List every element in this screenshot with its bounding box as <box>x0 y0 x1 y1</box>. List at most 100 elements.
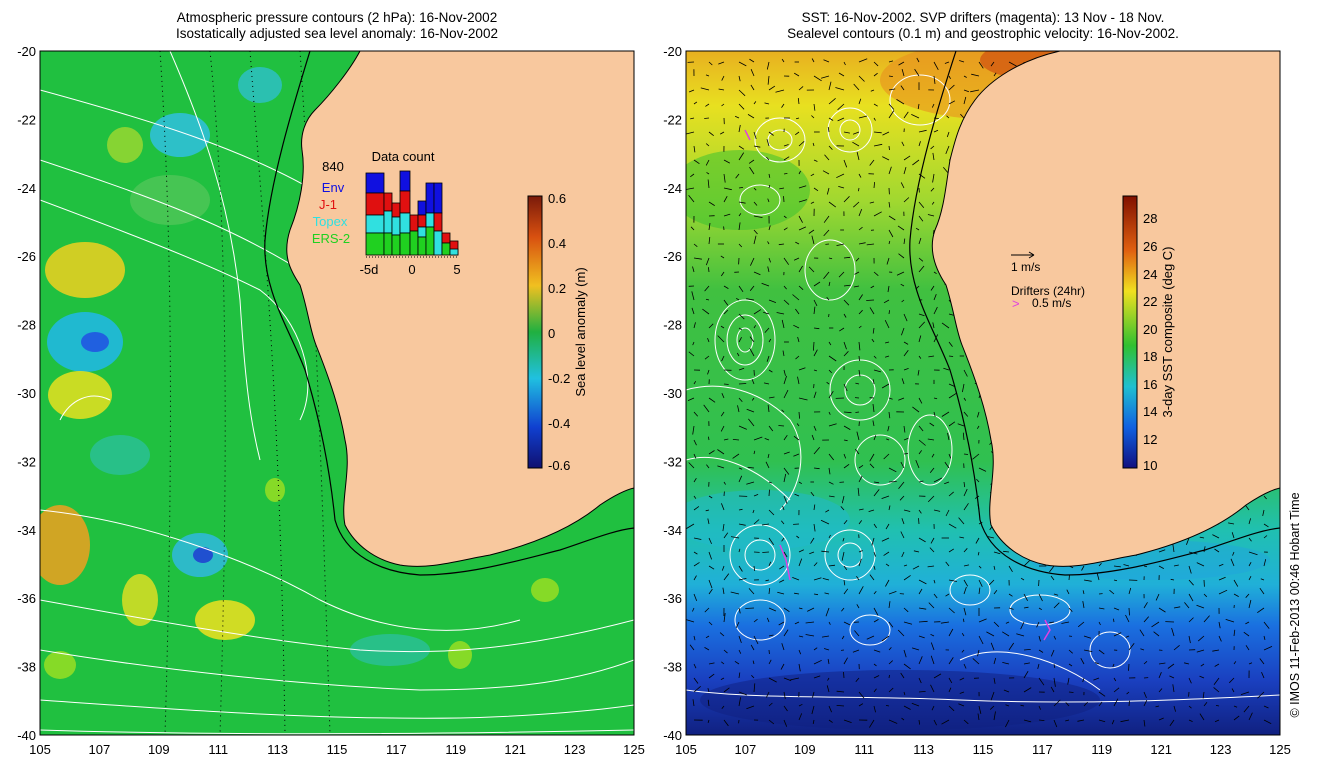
sst-tick-9: 10 <box>1143 458 1157 473</box>
count-tick-minus5: -5d <box>360 262 379 277</box>
velocity-vector <box>1003 689 1010 693</box>
velocity-vector <box>768 509 775 516</box>
velocity-vector <box>813 327 820 330</box>
velocity-vector <box>1143 719 1146 727</box>
velocity-vector <box>705 159 710 166</box>
right-lat-tick: -30 <box>663 386 682 401</box>
velocity-vector <box>854 448 860 455</box>
velocity-vector <box>866 299 875 301</box>
velocity-vector <box>881 495 890 499</box>
velocity-vector <box>927 565 935 568</box>
velocity-vector <box>1083 579 1092 582</box>
velocity-vector <box>959 677 965 681</box>
velocity-vector <box>903 197 910 203</box>
velocity-vector <box>738 475 743 483</box>
velocity-vector <box>978 705 982 714</box>
velocity-vector <box>808 229 815 234</box>
velocity-vector <box>723 613 726 623</box>
velocity-vector <box>1230 558 1235 567</box>
velocity-vector <box>1050 575 1055 581</box>
right-lat-tick: -32 <box>663 454 682 469</box>
velocity-vector <box>933 673 942 679</box>
velocity-vector <box>918 607 927 610</box>
velocity-vector <box>700 87 710 91</box>
velocity-vector <box>888 60 894 63</box>
velocity-vector <box>990 691 995 701</box>
velocity-vector <box>1263 621 1270 629</box>
velocity-vector <box>1229 677 1235 684</box>
velocity-vector <box>798 549 804 553</box>
velocity-vector <box>692 699 695 707</box>
velocity-vector <box>933 397 938 400</box>
sla-anomaly-blobs <box>40 67 559 679</box>
velocity-vector <box>1248 712 1253 721</box>
velocity-vector <box>778 243 785 246</box>
velocity-vector <box>753 229 758 235</box>
velocity-vector <box>1202 691 1205 699</box>
velocity-vector <box>931 103 935 108</box>
velocity-vector <box>843 519 848 525</box>
velocity-vector <box>783 467 790 475</box>
sst-tick-7: 14 <box>1143 404 1157 419</box>
velocity-vector <box>888 674 890 679</box>
velocity-vector <box>828 257 833 260</box>
velocity-vector <box>933 129 939 133</box>
velocity-vector <box>811 235 815 245</box>
velocity-vector <box>882 156 890 161</box>
velocity-vector <box>689 644 695 651</box>
velocity-vector <box>869 453 875 462</box>
velocity-vector <box>1196 562 1205 567</box>
velocity-vector <box>1120 719 1130 723</box>
velocity-vector <box>962 432 965 441</box>
data-count-title: Data count <box>372 149 435 164</box>
velocity-vector <box>753 201 758 206</box>
velocity-vector <box>1128 663 1130 671</box>
velocity-vector <box>1098 701 1103 707</box>
velocity-vector <box>888 481 897 483</box>
velocity-vector <box>768 85 776 91</box>
velocity-vector <box>990 642 995 651</box>
velocity-vector <box>749 336 755 343</box>
velocity-vector <box>708 267 710 273</box>
left-lat-tick: -24 <box>17 181 36 196</box>
right-lon-tick: 105 <box>675 742 697 757</box>
sla-tick-1: 0.4 <box>548 236 566 251</box>
velocity-vector <box>872 379 875 385</box>
velocity-vector <box>693 562 700 567</box>
velocity-vector <box>1214 663 1220 667</box>
legend-env: Env <box>322 180 345 195</box>
velocity-vector <box>944 461 950 469</box>
velocity-vector <box>721 661 725 665</box>
velocity-vector <box>766 138 770 147</box>
velocity-vector <box>870 285 875 289</box>
velocity-vector <box>1068 691 1074 693</box>
velocity-vector <box>798 285 804 290</box>
velocity-vector <box>690 173 695 178</box>
velocity-vector <box>888 75 893 77</box>
velocity-vector <box>838 72 845 77</box>
velocity-vector <box>1243 705 1250 713</box>
velocity-vector <box>1233 579 1239 587</box>
velocity-vector <box>828 621 831 625</box>
velocity-vector <box>903 437 909 441</box>
velocity-vector <box>1113 618 1115 623</box>
velocity-vector <box>963 607 967 616</box>
velocity-vector <box>828 341 832 346</box>
velocity-vector <box>948 705 955 712</box>
velocity-vector <box>858 550 863 553</box>
velocity-vector <box>1240 691 1250 695</box>
velocity-vector <box>723 649 728 654</box>
velocity-vector <box>871 338 875 343</box>
velocity-vector <box>797 336 800 343</box>
velocity-vector <box>885 341 890 344</box>
velocity-vector <box>751 379 755 385</box>
velocity-vector <box>933 509 941 512</box>
velocity-vector <box>903 621 913 625</box>
velocity-vector <box>1068 574 1070 581</box>
velocity-vector <box>1151 621 1160 628</box>
velocity-vector <box>763 382 770 385</box>
velocity-vector <box>720 255 725 259</box>
velocity-vector <box>693 439 697 446</box>
velocity-vector <box>810 491 815 497</box>
velocity-vector <box>897 629 905 637</box>
